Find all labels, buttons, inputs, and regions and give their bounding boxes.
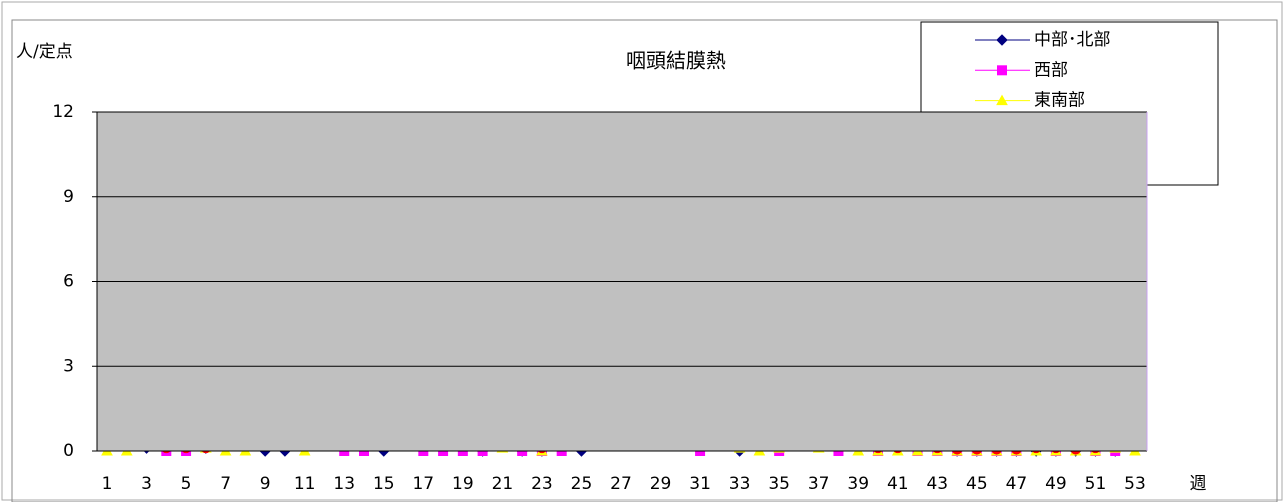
inner-frame [11,19,1278,502]
y-tick-label: 0 [63,441,74,461]
x-tick-label: 51 [1085,474,1107,494]
x-tick-label: 53 [1124,474,1146,494]
legend-label: 中部･北部 [1034,30,1111,50]
y-tick-label: 3 [63,356,74,376]
x-tick-label: 13 [333,474,355,494]
x-tick-label: 31 [689,474,711,494]
x-tick-label: 25 [571,474,593,494]
x-tick-label: 9 [260,474,271,494]
x-tick-label: 39 [847,474,869,494]
x-tick-label: 21 [492,474,514,494]
x-tick-label: 41 [887,474,909,494]
y-tick-label: 9 [63,187,74,207]
x-tick-label: 15 [373,474,395,494]
x-tick-label: 27 [610,474,632,494]
y-tick-label: 12 [52,102,74,122]
legend-label: 東南部 [1034,91,1085,111]
x-tick-label: 5 [181,474,192,494]
legend-label: 西部 [1034,60,1068,80]
marker [996,94,1008,106]
x-axis-label: 週 [1190,474,1207,494]
y-tick-label: 6 [63,272,74,292]
x-tick-label: 37 [808,474,830,494]
x-tick-label: 19 [452,474,474,494]
x-tick-label: 11 [294,474,316,494]
x-tick-label: 43 [926,474,948,494]
x-tick-label: 35 [768,474,790,494]
marker [996,34,1008,46]
x-tick-label: 1 [102,474,113,494]
marker [997,65,1007,76]
x-tick-label: 23 [531,474,553,494]
x-tick-label: 29 [650,474,672,494]
y-axis-label: 人/定点 [16,42,73,62]
chart-title: 咽頭結膜熱 [626,49,726,73]
x-tick-label: 49 [1045,474,1067,494]
x-tick-label: 7 [220,474,231,494]
x-tick-label: 3 [141,474,152,494]
x-tick-label: 45 [966,474,988,494]
x-tick-label: 33 [729,474,751,494]
x-tick-label: 17 [412,474,434,494]
x-tick-label: 47 [1006,474,1028,494]
